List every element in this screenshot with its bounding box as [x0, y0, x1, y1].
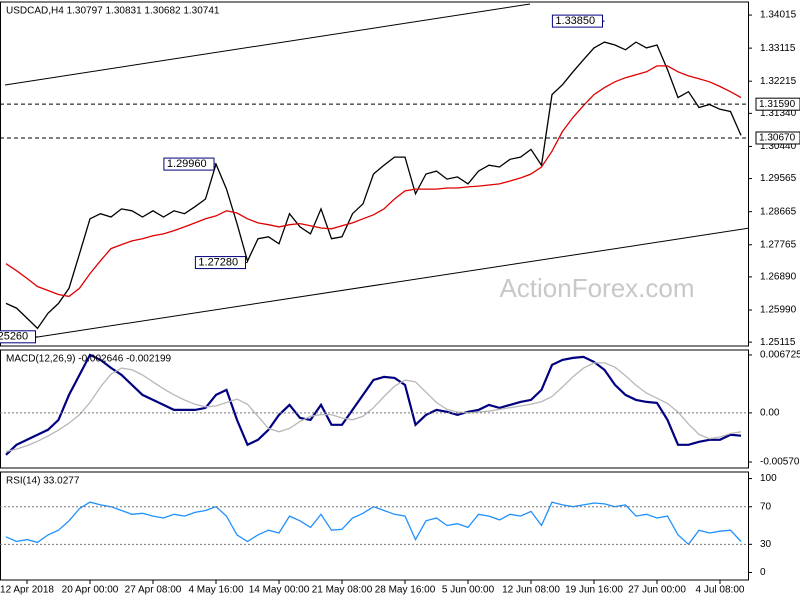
y-tick-label: 1.28665 [760, 206, 797, 217]
series-line [5, 362, 742, 453]
annotation-box [194, 256, 246, 270]
x-tick-label: 19 Jun 16:00 [565, 585, 623, 596]
trend-channel [4, 3, 748, 343]
annotation-label: 1.29960 [167, 158, 207, 170]
y-tick-label: 1.30440 [760, 141, 797, 152]
level-label: 1.31590 [759, 99, 796, 110]
x-tick-label: 27 Jun 00:00 [628, 585, 686, 596]
y-tick-label: 70 [760, 501, 772, 512]
series-line [5, 65, 742, 298]
panel-frame [0, 1, 749, 347]
y-tick-label: 1.32215 [760, 76, 797, 87]
y-tick-label: 30 [760, 539, 772, 550]
x-tick-label: 20 Apr 00:00 [62, 585, 119, 596]
annotation-box [551, 14, 604, 28]
y-tick-label: 100 [760, 473, 777, 484]
watermark: ActionForex.com [499, 273, 694, 303]
y-tick-label: 1.27765 [760, 239, 797, 250]
x-tick-label: 4 Jul 08:00 [696, 585, 745, 596]
annotation-label: 1.25260 [0, 331, 28, 343]
panel-title: USDCAD,H4 1.30797 1.30831 1.30682 1.3074… [6, 6, 220, 17]
panel-title: MACD(12,26,9) -0.002646 -0.002199 [6, 354, 172, 365]
plot-area [5, 353, 742, 456]
level-label: 1.30670 [759, 133, 796, 144]
plot-area: ActionForex.com 1.33850 1.29960 1.27280 1.25… [0, 14, 742, 344]
x-tick-label: 27 Apr 08:00 [125, 585, 182, 596]
annotation-label: 1.33850 [555, 15, 595, 27]
x-tick-label: 12 Jun 08:00 [502, 585, 560, 596]
x-tick-label: 4 May 16:00 [188, 585, 243, 596]
y-tick-label: 0.00 [760, 408, 780, 419]
annotation-label: 1.27280 [198, 256, 238, 268]
x-tick-label: 14 May 00:00 [249, 585, 310, 596]
y-tick-label: 1.31340 [760, 108, 797, 119]
x-tick-label: 5 Jun 00:00 [442, 585, 495, 596]
channel-upper [4, 3, 531, 86]
y-tick-label: 1.26890 [760, 272, 797, 283]
annotation-box [0, 330, 36, 344]
y-tick-label: 1.34015 [760, 10, 797, 21]
panel-frame [0, 349, 749, 469]
series-line [5, 353, 742, 456]
y-tick-label: -0.005703 [760, 457, 800, 468]
y-tick-label: 1.25990 [760, 305, 797, 316]
y-tick-label: 1.29565 [760, 173, 797, 184]
x-tick-label: 28 May 16:00 [375, 585, 436, 596]
panel-title: RSI(14) 33.0277 [6, 476, 80, 487]
level-label-box [755, 97, 800, 111]
y-tick-label: 0 [760, 567, 766, 578]
series-line [5, 41, 742, 330]
panel-frame [0, 471, 749, 581]
y-tick-label: 1.25115 [760, 337, 796, 348]
x-tick-label: 21 May 08:00 [312, 585, 373, 596]
y-tick-label: 1.33115 [760, 43, 796, 54]
x-tick-label: 12 Apr 2018 [0, 585, 54, 596]
y-tick-label: 0.006725 [760, 350, 800, 361]
annotation-box [163, 157, 215, 171]
channel-lower [4, 227, 748, 343]
level-label-box [755, 131, 800, 145]
